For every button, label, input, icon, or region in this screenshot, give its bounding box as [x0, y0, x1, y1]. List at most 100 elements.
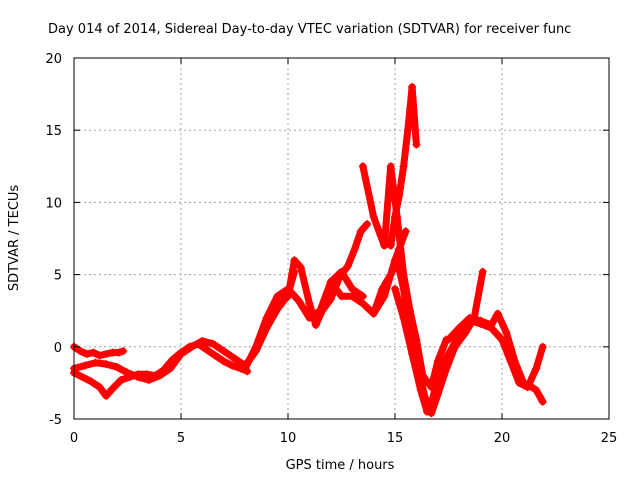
data-point-marker [251, 342, 260, 351]
data-point-marker [356, 227, 365, 236]
data-point-marker [350, 246, 359, 255]
series-track-j [391, 285, 547, 416]
data-point-marker [102, 350, 111, 359]
data-point-marker [538, 397, 547, 406]
data-point-marker [519, 378, 528, 387]
data-point-marker [378, 285, 387, 294]
y-tick-label: 20 [45, 52, 62, 67]
data-point-marker [82, 350, 91, 359]
data-point-marker [412, 140, 421, 149]
axis-ticks: 0 5 10 15 20 25 -5 0 5 10 15 20 [45, 52, 617, 446]
data-point-marker [538, 342, 547, 351]
data-point-marker [273, 302, 282, 311]
grid-lines [74, 58, 609, 419]
data-point-marker [403, 126, 412, 135]
data-point-marker [166, 364, 175, 373]
chart-title: Day 014 of 2014, Sidereal Day-to-day VTE… [48, 22, 571, 37]
data-point-marker [510, 357, 519, 366]
data-point-marker [230, 354, 239, 363]
data-point-marker [155, 371, 164, 380]
data-point-marker [363, 220, 372, 229]
series-track-e [262, 220, 372, 330]
data-point-marker [95, 351, 104, 360]
data-point-marker [144, 376, 153, 385]
data-point-marker [89, 348, 98, 357]
data-point-marker [465, 313, 474, 322]
data-point-marker [391, 212, 399, 221]
data-point-marker [326, 295, 335, 304]
data-point-marker [335, 273, 344, 282]
data-point-marker [476, 316, 485, 325]
data-point-marker [78, 373, 87, 382]
plot-frame [73, 57, 610, 420]
data-point-marker [532, 364, 541, 373]
series-track-g [358, 162, 451, 392]
series-track-k [444, 309, 547, 406]
y-tick-label: 0 [54, 341, 62, 356]
series-band [263, 220, 371, 329]
data-point-marker [391, 285, 399, 294]
data-point-marker [348, 292, 357, 301]
data-point-marker [502, 328, 511, 337]
data-point-marker [399, 285, 408, 294]
data-point-marker [177, 350, 185, 359]
data-point-marker [198, 337, 207, 346]
x-tick-label: 20 [494, 431, 511, 446]
data-point-marker [209, 339, 218, 348]
x-tick-label: 0 [70, 431, 78, 446]
data-point-marker [228, 361, 237, 370]
data-point-marker [102, 360, 111, 369]
data-point-marker [76, 347, 85, 356]
data-point-marker [114, 348, 123, 357]
data-point-marker [241, 364, 250, 373]
data-point-marker [487, 321, 496, 330]
data-point-marker [343, 261, 352, 270]
data-point-marker [433, 357, 442, 366]
data-point-marker [408, 82, 417, 91]
x-tick-label: 15 [387, 431, 404, 446]
data-point-marker [95, 383, 104, 392]
y-tick-label: 15 [45, 124, 62, 139]
data-point-marker [348, 285, 357, 294]
data-point-marker [416, 386, 425, 395]
data-point-marker [211, 351, 220, 360]
data-point-marker [358, 162, 367, 171]
x-tick-label: 10 [280, 431, 297, 446]
series-track-h [369, 256, 487, 418]
data-point-marker [525, 381, 534, 390]
data-point-marker [284, 292, 292, 301]
data-point-marker [112, 363, 121, 372]
data-point-marker [386, 162, 395, 171]
x-tick-label: 5 [177, 431, 185, 446]
data-point-marker [408, 350, 417, 359]
data-point-marker [386, 270, 395, 279]
data-point-marker [478, 267, 487, 276]
data-point-marker [423, 407, 432, 416]
data-point-marker [219, 357, 228, 366]
data-point-marker [401, 227, 410, 236]
data-point-marker [369, 309, 378, 318]
data-point-marker [433, 371, 442, 380]
data-point-marker [498, 335, 506, 344]
data-point-marker [123, 368, 132, 377]
series-track-i [386, 82, 421, 250]
data-point-marker [119, 347, 128, 356]
data-point-marker [80, 361, 89, 370]
data-point-marker [532, 386, 541, 395]
series-band [445, 310, 547, 406]
data-point-marker [399, 313, 408, 322]
data-point-marker [305, 299, 314, 308]
data-point-marker [91, 358, 100, 367]
data-point-marker [134, 373, 143, 382]
data-point-marker [187, 342, 196, 351]
data-point-marker [358, 299, 367, 308]
y-tick-label: -5 [49, 413, 62, 428]
series-band [359, 162, 450, 391]
data-point-marker [427, 400, 436, 409]
data-point-marker [358, 292, 367, 301]
data-point-marker [290, 256, 299, 265]
data-point-marker [326, 277, 335, 286]
data-point-marker [202, 345, 211, 354]
data-point-marker [369, 212, 378, 221]
